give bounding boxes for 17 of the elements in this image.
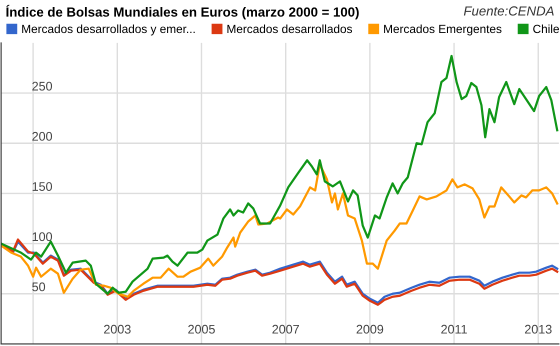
legend-label: Mercados Emergentes [384, 24, 502, 36]
legend-label: Mercados desarrollados y emer... [22, 24, 195, 36]
x-tick-label: 2009 [356, 324, 384, 334]
x-tick-label: 2011 [441, 324, 467, 334]
x-tick-label: 2013 [524, 324, 552, 334]
y-tick-label: 50 [32, 282, 46, 292]
x-tick-label: 2003 [104, 324, 131, 334]
x-tick-label: 2005 [188, 324, 215, 334]
x-tick-label: 2007 [272, 324, 299, 334]
legend-label: Chile [533, 24, 559, 34]
legend-label: Mercados desarrollados [227, 24, 352, 34]
source-note: Fuente:CENDA [464, 6, 554, 16]
y-tick-label: 250 [32, 82, 52, 91]
y-tick-label: 200 [32, 132, 52, 141]
y-tick-label: 150 [32, 182, 52, 191]
y-tick-label: 100 [32, 232, 52, 242]
chart-title: Índice de Bolsas Mundiales en Euros (marzo 2000 = 100) [6, 4, 359, 20]
